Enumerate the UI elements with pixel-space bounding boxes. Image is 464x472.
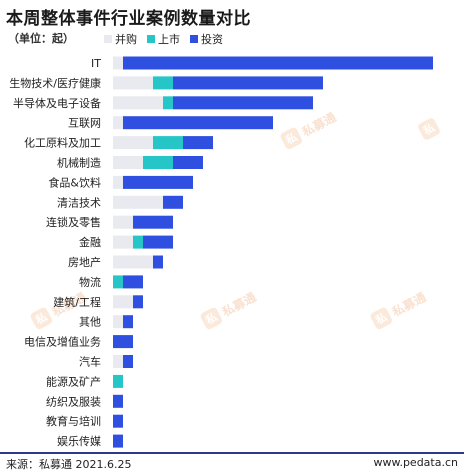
- bar-segment-investment: [153, 255, 163, 269]
- bar-segment-investment: [173, 96, 313, 110]
- legend-swatch-investment: [190, 35, 198, 43]
- bar-segment-investment: [123, 275, 143, 289]
- legend-label-ipo: 上市: [158, 33, 180, 46]
- legend-swatch-merger: [104, 35, 112, 43]
- bar-segment-investment: [123, 355, 133, 368]
- bar-segment-investment: [113, 434, 123, 448]
- legend-swatch-ipo: [147, 35, 155, 43]
- bar-segment-merger: [113, 255, 153, 269]
- bar-segment-merger: [113, 215, 133, 229]
- bar-segment-merger: [113, 56, 123, 70]
- legend: 并购 上市 投资: [104, 31, 223, 47]
- bar-segment-investment: [113, 414, 123, 428]
- category-label: 金融: [79, 235, 101, 249]
- bar-segment-investment: [123, 175, 193, 189]
- bar-segment-ipo: [133, 235, 143, 249]
- bar-segment-ipo: [153, 76, 173, 90]
- bar-segment-investment: [113, 335, 133, 349]
- legend-item-merger: 并购: [104, 31, 137, 47]
- bar-segment-investment: [123, 56, 433, 70]
- category-label: 生物技术/医疗健康: [9, 76, 101, 90]
- bar-segment-investment: [123, 315, 133, 329]
- category-label: 连锁及零售: [46, 215, 101, 229]
- category-label: IT: [91, 57, 101, 70]
- legend-item-investment: 投资: [190, 31, 223, 47]
- bar-segment-ipo: [113, 275, 123, 289]
- bar-segment-ipo: [113, 374, 123, 388]
- bar-segment-investment: [143, 235, 173, 249]
- bar-segment-investment: [123, 116, 273, 130]
- bar-segment-ipo: [163, 96, 173, 110]
- bar-segment-merger: [113, 195, 163, 209]
- bar-segment-merger: [113, 355, 123, 368]
- bar-segment-merger: [113, 156, 143, 169]
- category-label: 半导体及电子设备: [13, 96, 101, 110]
- bar-segment-investment: [173, 156, 203, 169]
- category-label: 纺织及服装: [46, 394, 101, 408]
- category-label: 娱乐传媒: [57, 434, 101, 448]
- bar-segment-merger: [113, 315, 123, 329]
- footer-source: 来源：私募通 2021.6.25: [6, 458, 132, 471]
- bar-segment-merger: [113, 235, 133, 249]
- bar-segment-merger: [113, 76, 153, 90]
- bar-segment-investment: [113, 394, 123, 408]
- bar-segment-investment: [173, 76, 323, 90]
- unit-label: （单位：起）: [8, 32, 74, 45]
- bar-segment-merger: [113, 295, 133, 309]
- category-label: 其他: [79, 316, 101, 329]
- footer-divider: [0, 452, 464, 454]
- category-label: 机械制造: [57, 156, 101, 170]
- category-label: 物流: [79, 275, 101, 289]
- footer-url: www.pedata.cn: [373, 456, 458, 469]
- bar-segment-investment: [163, 195, 183, 209]
- category-label: 互联网: [68, 117, 101, 130]
- category-label: 汽车: [79, 355, 101, 369]
- legend-label-investment: 投资: [201, 33, 223, 46]
- category-label: 食品&饮料: [48, 175, 101, 189]
- bar-segment-investment: [133, 215, 173, 229]
- bar-segment-ipo: [143, 156, 173, 169]
- category-label: 建筑/工程: [53, 295, 101, 309]
- bar-segment-investment: [133, 295, 143, 309]
- bar-chart: IT 生物技术/医疗健康半导体及电子设备互联网化工原料及加工机械制造食品&饮料清洁…: [9, 56, 433, 448]
- bar-segment-ipo: [153, 136, 183, 150]
- bar-segment-merger: [113, 116, 123, 130]
- category-label: 清洁技术: [57, 196, 101, 209]
- category-label: 电信及增值业务: [24, 335, 101, 349]
- category-label: 教育与培训: [46, 414, 101, 428]
- category-label: 化工原料及加工: [24, 136, 101, 150]
- bar-segment-merger: [113, 136, 153, 150]
- legend-item-ipo: 上市: [147, 31, 180, 47]
- bar-segment-merger: [113, 175, 123, 189]
- category-label: 能源及矿产: [46, 374, 101, 388]
- chart-title: 本周整体事件行业案例数量对比: [6, 9, 251, 29]
- bar-segment-investment: [183, 136, 213, 150]
- category-label: 房地产: [68, 255, 101, 269]
- bar-segment-merger: [113, 96, 163, 110]
- legend-label-merger: 并购: [115, 33, 137, 46]
